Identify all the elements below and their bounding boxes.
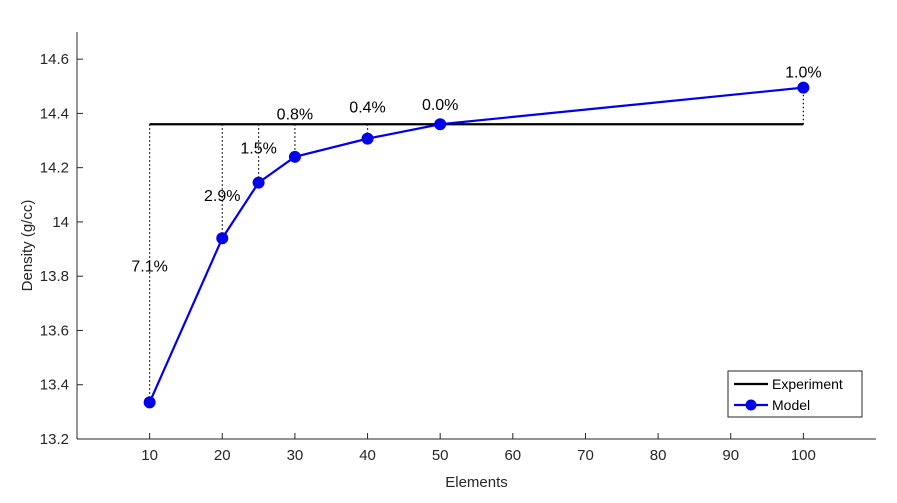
y-tick-label: 14: [52, 214, 69, 231]
y-tick-label: 13.4: [40, 377, 69, 394]
y-tick-label: 14.6: [40, 51, 69, 68]
percent-label: 0.8%: [277, 106, 313, 123]
model-point: [216, 232, 229, 245]
x-tick-label: 50: [432, 447, 449, 464]
axes: 10 20 30 40 50 60 70 80 90 100 13.2 13.4 13.6 13.8 14 1…: [40, 32, 876, 464]
x-tick-label: 70: [577, 447, 594, 464]
model-point: [288, 150, 301, 163]
model-point: [143, 396, 156, 409]
legend-label-experiment: Experiment: [772, 376, 843, 392]
model-point: [252, 176, 265, 189]
percent-label: 2.9%: [204, 188, 240, 205]
percent-label: 1.5%: [240, 140, 276, 157]
y-tick-label: 14.2: [40, 160, 69, 177]
y-tick-label: 13.8: [40, 268, 69, 285]
legend-marker-model: [745, 399, 757, 411]
y-axis-title: Density (g/cc): [19, 200, 36, 292]
model-point: [434, 118, 447, 131]
x-tick-label: 20: [214, 447, 231, 464]
percent-label: 1.0%: [785, 64, 821, 81]
x-tick-label: 60: [504, 447, 521, 464]
x-tick-label: 100: [791, 447, 816, 464]
deviation-guides: [149, 87, 804, 403]
percent-label: 7.1%: [131, 258, 167, 275]
x-axis-title: Elements: [445, 474, 508, 491]
series-layer: [143, 81, 810, 409]
model-point: [361, 132, 374, 145]
x-tick-label: 30: [287, 447, 304, 464]
y-tick-label: 14.4: [40, 105, 69, 122]
legend: Experiment Model: [727, 370, 863, 418]
x-tick-label: 90: [722, 447, 739, 464]
x-tick-label: 10: [141, 447, 158, 464]
x-tick-label: 40: [359, 447, 376, 464]
percent-annotations: 7.1% 2.9% 1.5%0.8% 0.4% 0.0% 1.0%: [131, 64, 821, 275]
percent-label: 0.0%: [422, 97, 458, 114]
x-tick-label: 80: [650, 447, 667, 464]
percent-label: 0.4%: [349, 100, 385, 117]
legend-label-model: Model: [772, 397, 810, 413]
y-tick-label: 13.2: [40, 431, 69, 448]
model-point: [797, 81, 810, 94]
y-tick-label: 13.6: [40, 322, 69, 339]
